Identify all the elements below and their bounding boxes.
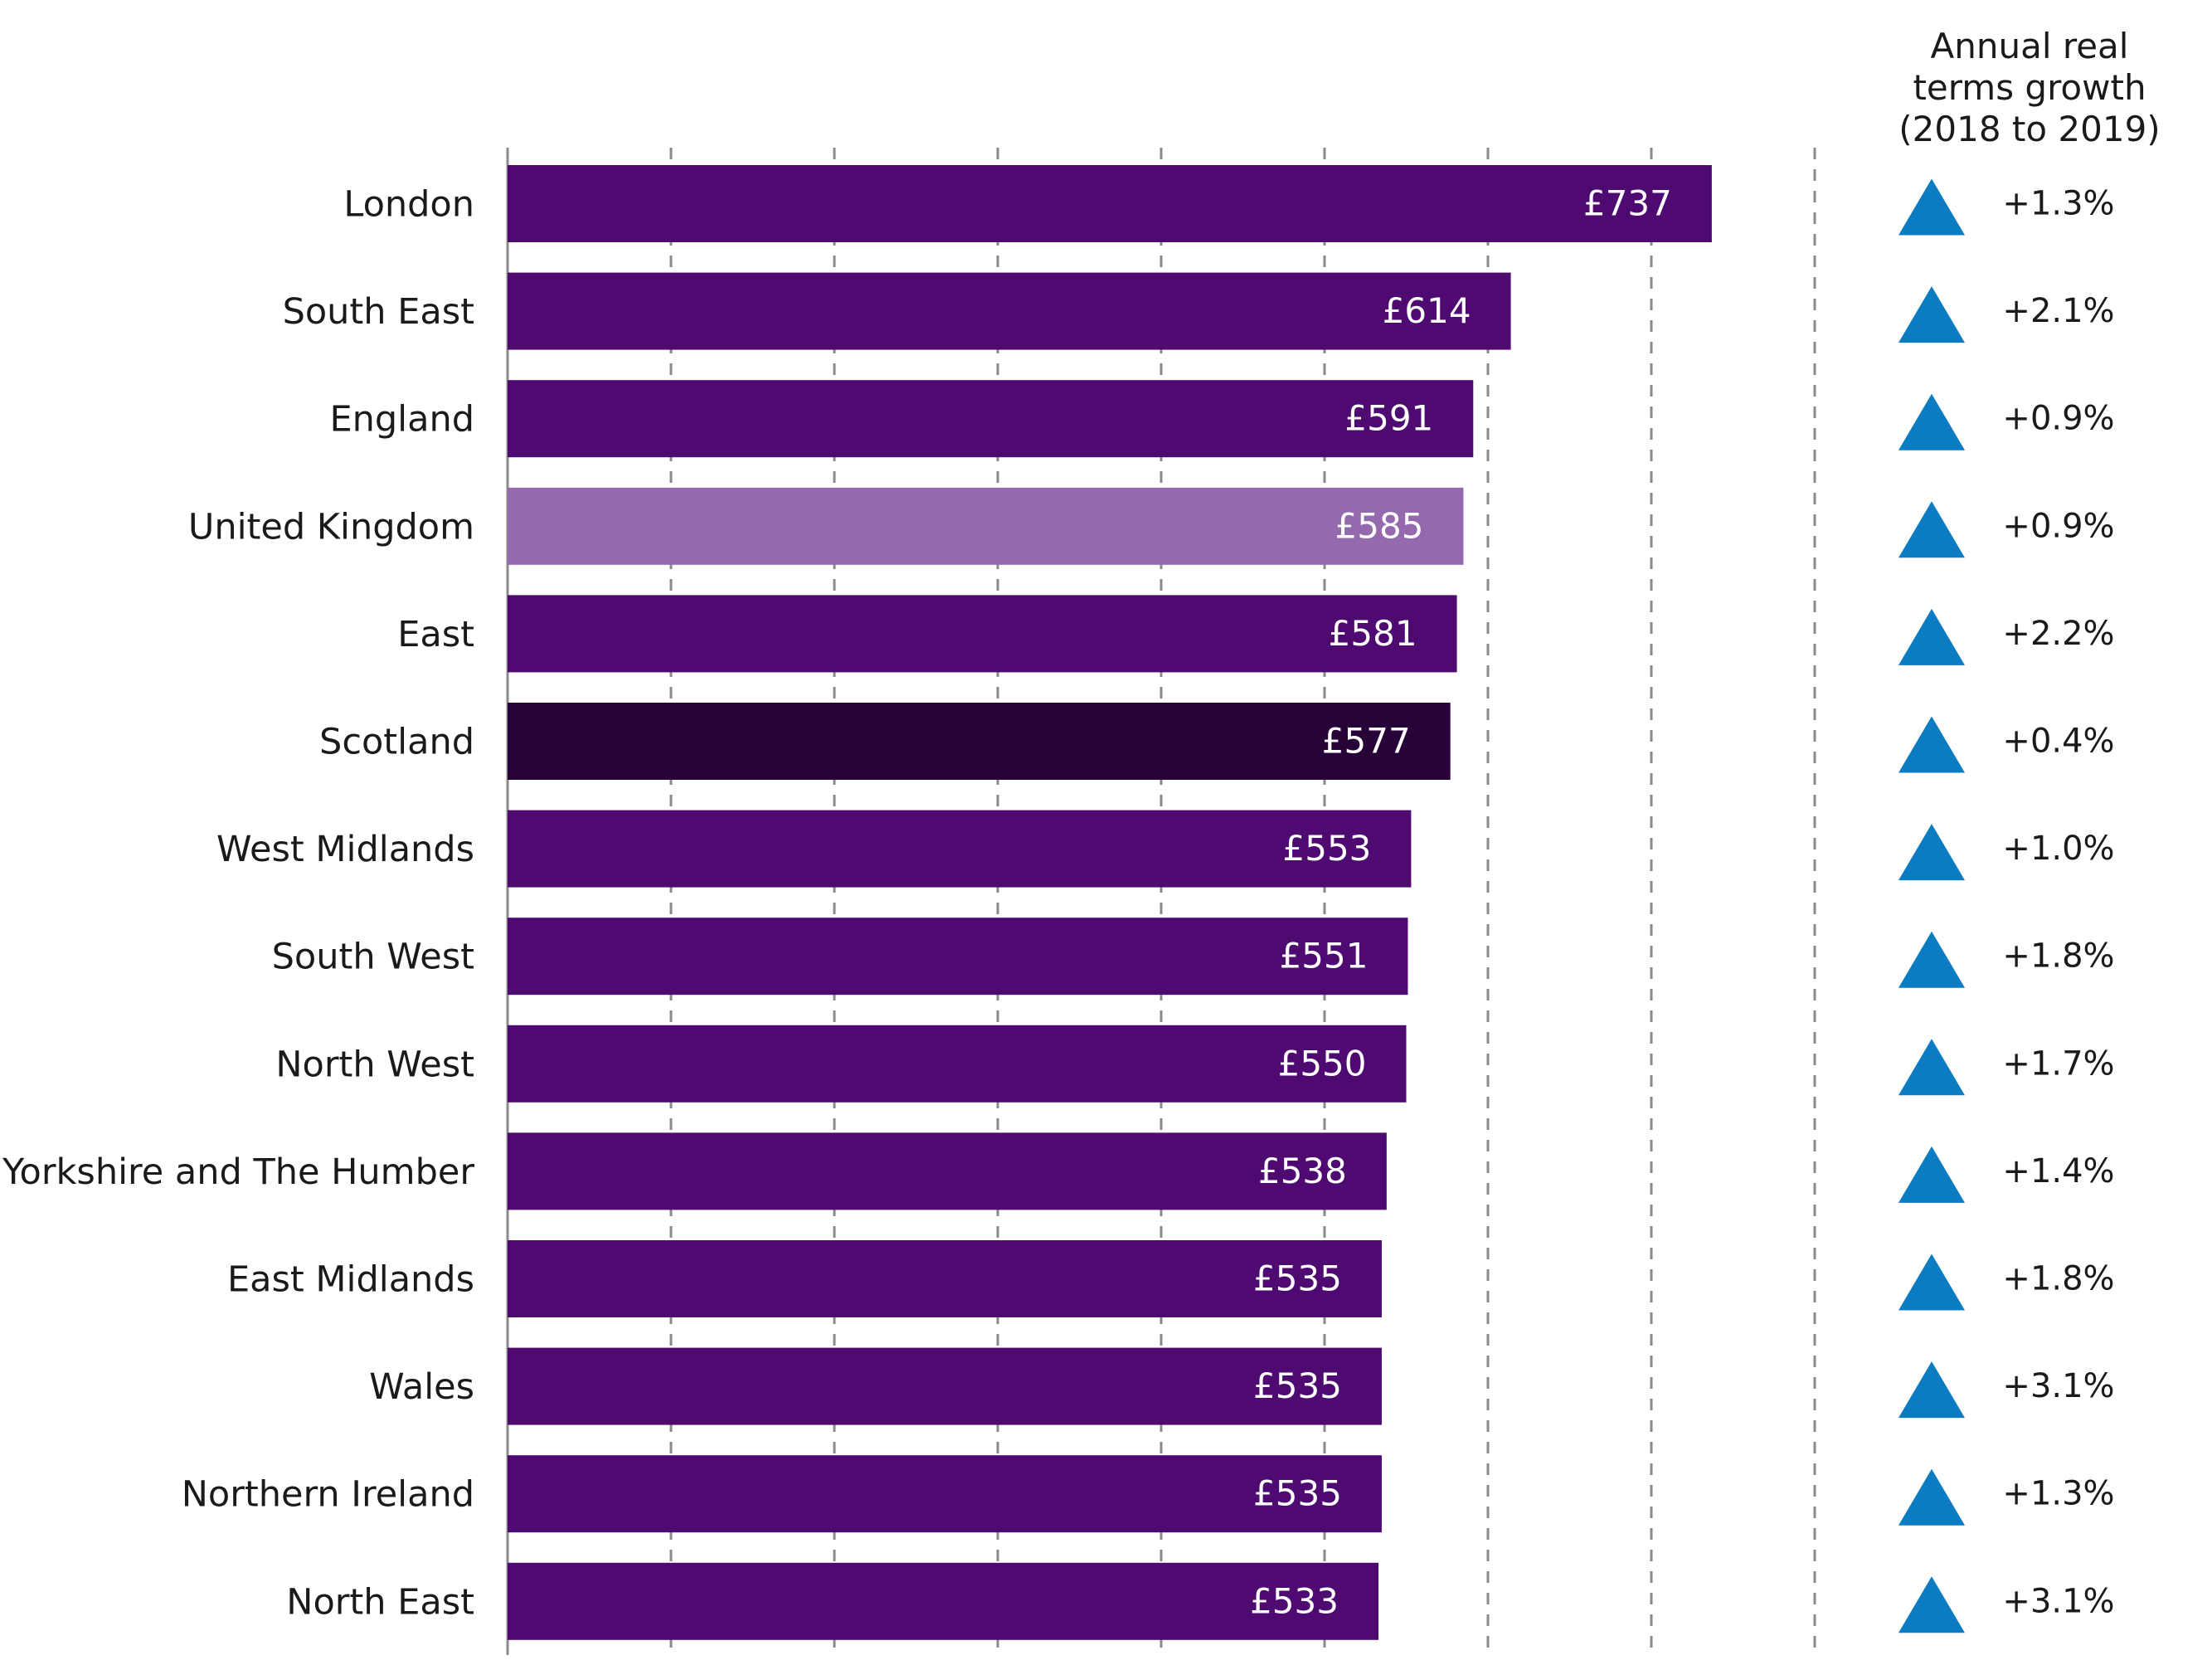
- growth-label-11: +3.1%: [2002, 1367, 2114, 1405]
- growth-up-triangle-icon-11: [1898, 1361, 1965, 1419]
- category-label-2: England: [329, 399, 474, 441]
- category-label-13: North East: [286, 1581, 474, 1623]
- bar-2: [508, 380, 1474, 458]
- growth-up-triangle-icon-0: [1898, 178, 1965, 236]
- growth-label-8: +1.7%: [2002, 1044, 2114, 1083]
- growth-up-triangle-icon-5: [1898, 716, 1965, 773]
- value-label-3: £585: [1335, 505, 1424, 546]
- category-label-3: United Kingdom: [188, 506, 474, 548]
- category-label-8: North West: [275, 1044, 474, 1085]
- growth-label-4: +2.2%: [2002, 615, 2114, 653]
- bar-1: [508, 272, 1511, 350]
- growth-up-triangle-icon-13: [1898, 1576, 1965, 1633]
- growth-label-6: +1.0%: [2002, 830, 2114, 868]
- category-label-11: Wales: [369, 1366, 474, 1408]
- bar-6: [508, 810, 1412, 888]
- bar-10: [508, 1240, 1382, 1317]
- value-label-6: £553: [1283, 828, 1372, 869]
- bar-9: [508, 1132, 1387, 1210]
- category-labels: London South East England United Kingdom Eas…: [2, 184, 474, 1623]
- bar-13: [508, 1562, 1379, 1640]
- growth-up-triangle-icon-4: [1898, 608, 1965, 665]
- bar-11: [508, 1347, 1382, 1425]
- growth-label-9: +1.4%: [2002, 1152, 2114, 1190]
- growth-label-13: +3.1%: [2002, 1582, 2114, 1620]
- bar-5: [508, 703, 1451, 780]
- category-label-9: Yorkshire and The Humber: [2, 1151, 474, 1193]
- growth-label-5: +0.4%: [2002, 723, 2114, 761]
- category-label-5: Scotland: [319, 722, 474, 763]
- category-label-7: South West: [272, 937, 474, 978]
- growth-column: Annual real terms growth (2018 to 2019) …: [1898, 26, 2161, 1633]
- growth-header-line-1: Annual real: [1931, 26, 2129, 66]
- bars: £737 £614 £591 £585 £581 £577 £553 £551 £550 £538…: [508, 165, 1712, 1640]
- growth-up-triangle-icon-10: [1898, 1254, 1965, 1311]
- growth-up-triangle-icon-2: [1898, 393, 1965, 450]
- category-label-4: East: [397, 614, 474, 655]
- growth-up-triangle-icon-3: [1898, 501, 1965, 558]
- value-label-0: £737: [1583, 183, 1672, 224]
- value-label-11: £535: [1253, 1365, 1342, 1406]
- bar-0: [508, 165, 1712, 242]
- value-label-9: £538: [1258, 1151, 1347, 1191]
- gridlines: [506, 148, 1816, 1655]
- growth-up-triangle-icon-12: [1898, 1468, 1965, 1526]
- category-label-10: East Midlands: [227, 1259, 474, 1301]
- growth-label-0: +1.3%: [2002, 185, 2114, 223]
- bar-12: [508, 1455, 1382, 1533]
- category-label-1: South East: [283, 291, 474, 333]
- growth-up-triangle-icon-8: [1898, 1039, 1965, 1096]
- value-label-5: £577: [1322, 721, 1411, 762]
- value-label-12: £535: [1253, 1473, 1342, 1514]
- category-label-6: West Midlands: [216, 829, 474, 870]
- value-label-7: £551: [1280, 936, 1369, 976]
- value-label-4: £581: [1329, 613, 1417, 654]
- value-label-8: £550: [1278, 1043, 1367, 1083]
- growth-up-triangle-icon-6: [1898, 824, 1965, 881]
- bar-7: [508, 918, 1408, 996]
- growth-label-1: +2.1%: [2002, 292, 2114, 330]
- bar-4: [508, 595, 1457, 673]
- bar-8: [508, 1025, 1407, 1103]
- value-label-13: £533: [1250, 1580, 1339, 1621]
- growth-up-triangle-icon-7: [1898, 931, 1965, 988]
- growth-label-3: +0.9%: [2002, 507, 2114, 545]
- bar-3: [508, 487, 1464, 565]
- category-label-0: London: [343, 184, 474, 226]
- value-label-10: £535: [1253, 1258, 1342, 1299]
- category-label-12: Northern Ireland: [182, 1474, 474, 1516]
- growth-up-triangle-icon-9: [1898, 1146, 1965, 1203]
- value-label-1: £614: [1383, 290, 1471, 331]
- value-label-2: £591: [1344, 398, 1433, 439]
- growth-label-10: +1.8%: [2002, 1260, 2114, 1298]
- growth-label-7: +1.8%: [2002, 937, 2114, 976]
- growth-up-triangle-icon-1: [1898, 286, 1965, 343]
- growth-label-2: +0.9%: [2002, 400, 2114, 438]
- growth-header-line-3: (2018 to 2019): [1898, 109, 2160, 149]
- growth-label-12: +1.3%: [2002, 1475, 2114, 1513]
- growth-header-line-2: terms growth: [1913, 67, 2146, 108]
